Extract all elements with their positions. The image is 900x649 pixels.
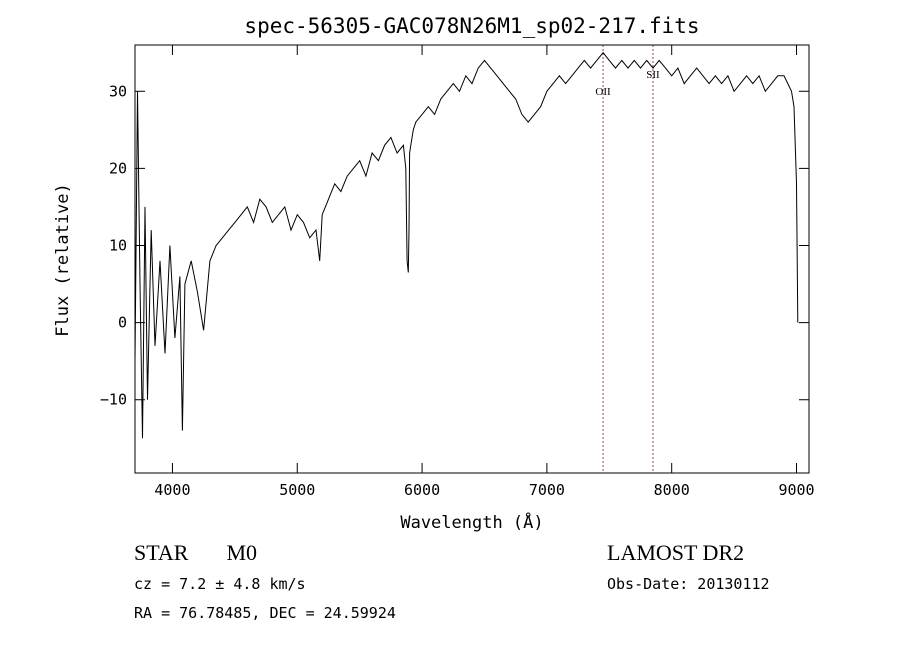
spectral-class: STAR M0 <box>134 540 257 566</box>
x-tick-label: 6000 <box>404 481 440 499</box>
x-tick-label: 4000 <box>154 481 190 499</box>
subclass-label: M0 <box>226 540 258 565</box>
x-tick-label: 5000 <box>279 481 315 499</box>
obs-date: Obs-Date: 20130112 <box>607 575 770 593</box>
plot-frame <box>134 44 810 474</box>
spectrum-line <box>134 51 799 439</box>
x-axis-label: Wavelength (Å) <box>400 511 543 533</box>
y-tick-label: 30 <box>109 82 127 100</box>
y-axis-label: Flux (relative) <box>53 183 73 337</box>
chart-title: spec-56305-GAC078N26M1_sp02-217.fits <box>244 14 699 38</box>
coordinates-info: RA = 76.78485, DEC = 24.59924 <box>134 604 396 622</box>
x-tick-label: 7000 <box>529 481 565 499</box>
y-tick-label: 20 <box>109 159 127 177</box>
redshift-info: cz = 7.2 ± 4.8 km/s <box>134 575 306 593</box>
plot-area: 4000 5000 6000 7000 8000 9000 −10 0 10 20 30 OII SII <box>100 45 815 499</box>
survey-label: LAMOST DR2 <box>607 540 745 565</box>
x-tick-label: 8000 <box>654 481 690 499</box>
x-tick-label: 9000 <box>778 481 814 499</box>
line-marker-label: SII <box>646 69 660 81</box>
line-marker-label: OII <box>595 86 611 98</box>
y-tick-label: −10 <box>100 391 127 409</box>
y-tick-label: 10 <box>109 237 127 255</box>
class-label: STAR <box>134 540 189 565</box>
y-tick-label: 0 <box>118 314 127 332</box>
